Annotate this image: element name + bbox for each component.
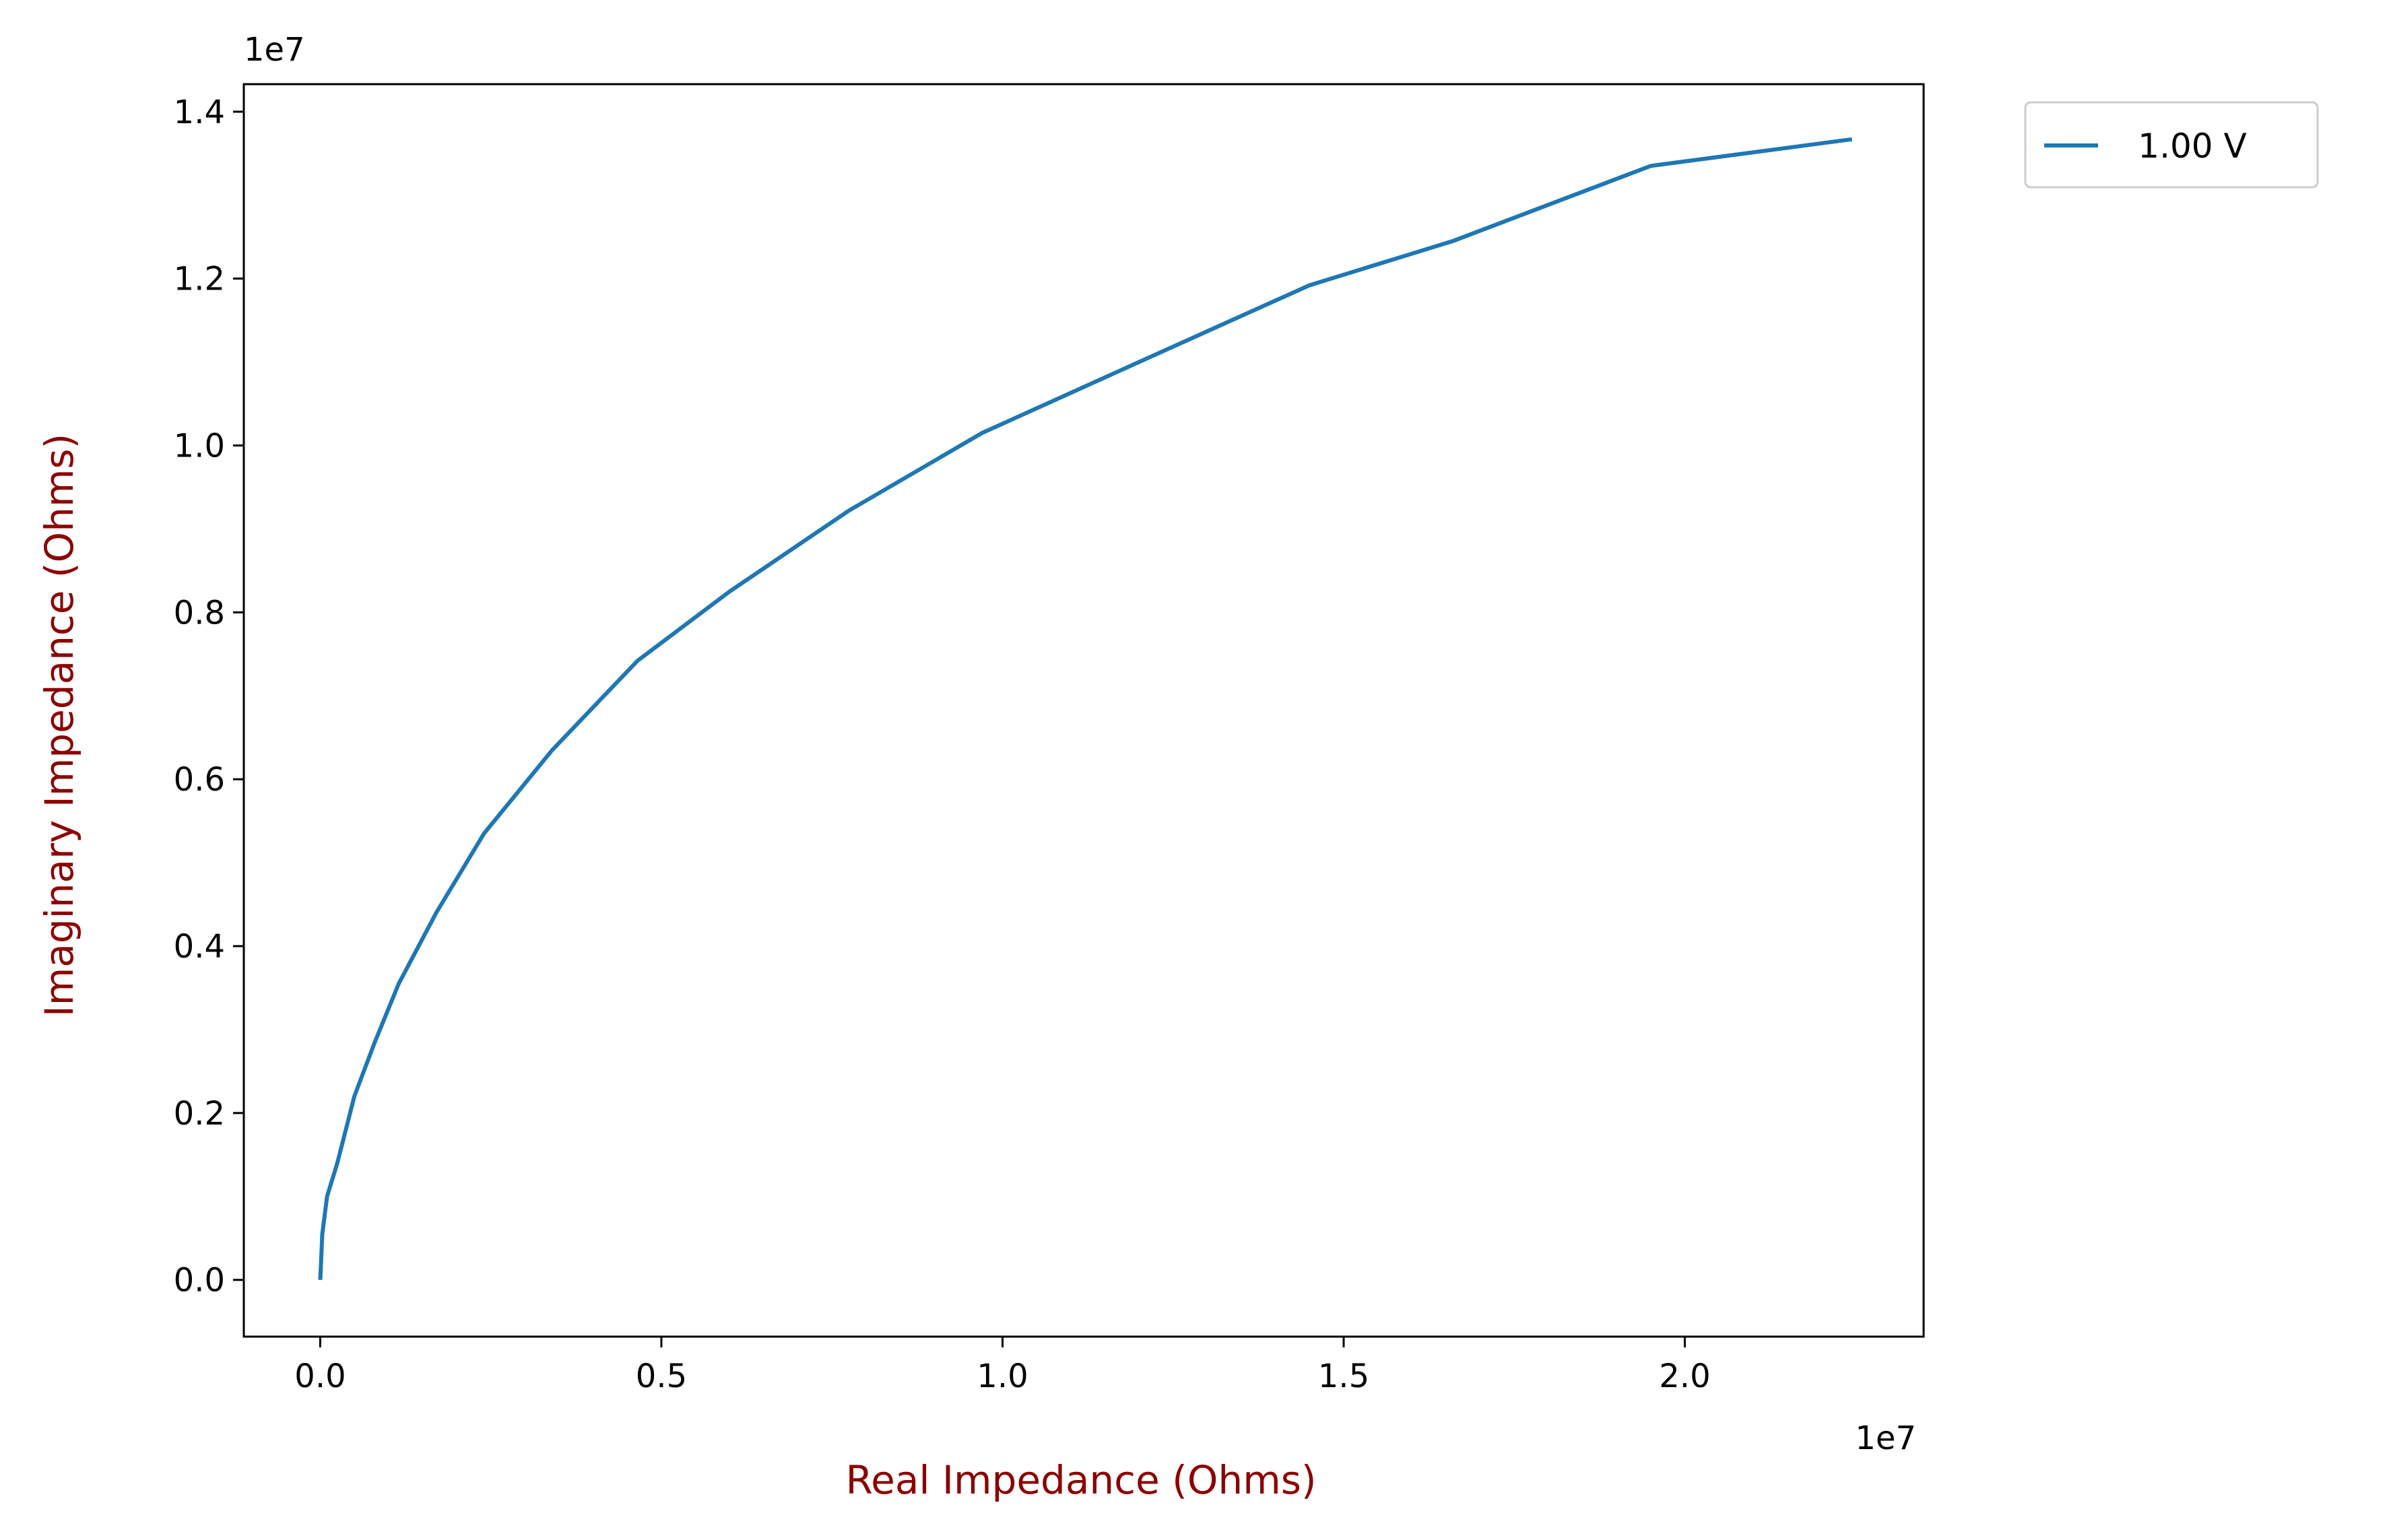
x-tick-label: 0.5 <box>636 1358 687 1395</box>
y-axis-offset-label: 1e7 <box>244 31 305 69</box>
y-tick-label: 1.2 <box>174 261 225 298</box>
y-axis-title: Imaginary Impedance (Ohms) <box>36 434 82 1017</box>
y-tick-label: 1.0 <box>174 428 225 465</box>
series-layer <box>318 137 1852 1280</box>
x-tick-label: 2.0 <box>1659 1358 1710 1395</box>
plot-frame <box>242 83 1925 1338</box>
y-tick-label: 0.6 <box>174 761 225 799</box>
x-tick-label: 0.0 <box>294 1358 346 1395</box>
y-tick-label: 0.0 <box>174 1262 225 1300</box>
y-tick-label: 0.2 <box>174 1095 225 1133</box>
x-axis-title: Real Impedance (Ohms) <box>845 1457 1316 1503</box>
x-axis-ticks: 0.0 0.5 1.0 1.5 2.0 <box>294 1337 1711 1395</box>
y-tick-label: 0.8 <box>174 594 225 632</box>
x-tick-label: 1.0 <box>977 1358 1028 1395</box>
y-tick-label: 1.4 <box>174 94 225 131</box>
legend: 1.00 V <box>2024 101 2319 189</box>
y-axis-ticks: 0.0 0.2 0.4 0.6 0.8 1.0 1.2 1.4 <box>174 94 244 1300</box>
legend-label: 1.00 V <box>2138 127 2246 166</box>
x-tick-label: 1.5 <box>1318 1358 1369 1395</box>
series-line <box>318 137 1852 1280</box>
x-axis-offset-label: 1e7 <box>1855 1419 1916 1457</box>
y-tick-label: 0.4 <box>174 928 225 966</box>
legend-box <box>2024 101 2319 189</box>
